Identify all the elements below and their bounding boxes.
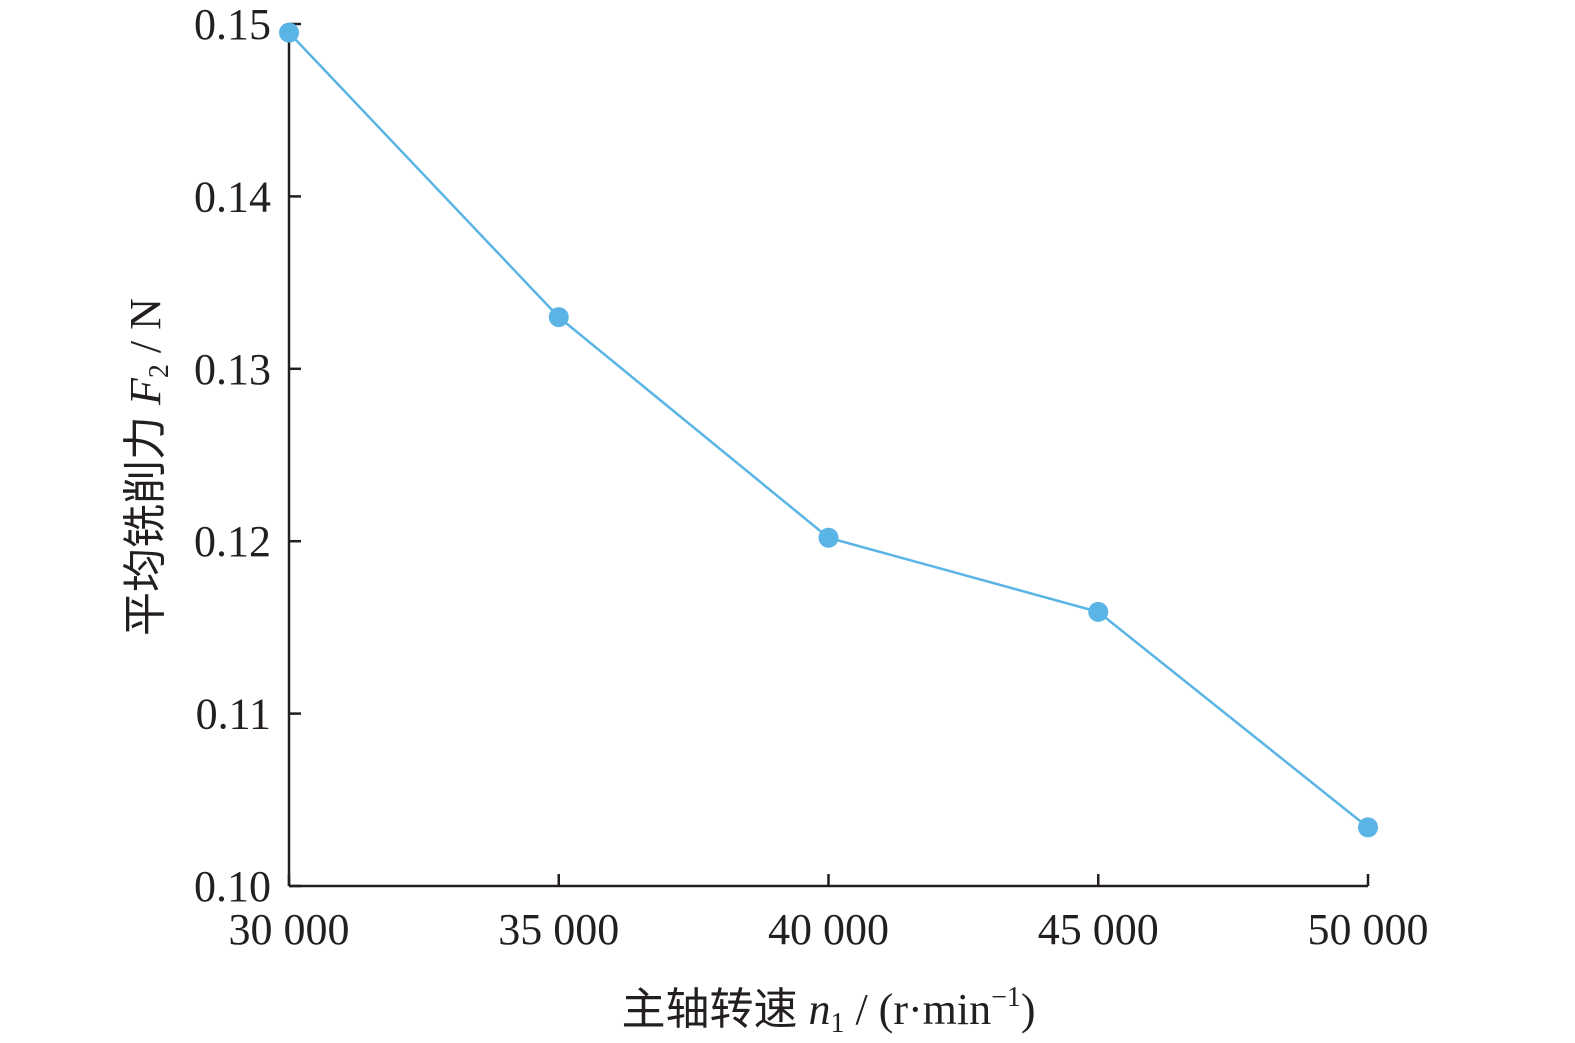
y-tick-label: 0.13 [194, 345, 271, 394]
x-tick-label: 35 000 [498, 905, 619, 954]
x-tick-label: 40 000 [768, 905, 889, 954]
x-axis-title-sub: 1 [830, 1008, 844, 1039]
x-axis-title-sup: −1 [991, 982, 1021, 1013]
x-tick-label: 45 000 [1038, 905, 1159, 954]
x-axis-title-close: ) [1021, 985, 1036, 1034]
x-ticks: 30 000 35 000 40 000 45 000 50 000 [229, 874, 1429, 954]
x-tick-label: 50 000 [1308, 905, 1429, 954]
y-tick-label: 0.10 [194, 862, 271, 911]
x-tick-label: 30 000 [229, 905, 350, 954]
series-line [288, 31, 1369, 829]
y-ticks: 0.10 0.11 0.12 0.13 0.14 0.15 [194, 0, 301, 911]
data-point [818, 527, 839, 548]
y-axis-title: 平均铣削力 F2 / N [121, 298, 175, 636]
x-axis-title: 主轴转速 n1 / (r·min−1) [621, 982, 1035, 1039]
x-axis-title-text: 主轴转速 [621, 985, 808, 1034]
y-axis-title-var: F [121, 377, 170, 406]
y-tick-label: 0.14 [194, 172, 271, 221]
x-axis-title-var: n [808, 985, 830, 1034]
y-axis-title-sub: 2 [144, 364, 175, 378]
data-point [279, 22, 299, 43]
data-point [548, 307, 569, 328]
data-point [1088, 601, 1109, 622]
data-point [1358, 817, 1378, 838]
x-axis-title-unit: / (r·min [844, 985, 991, 1034]
y-tick-label: 0.15 [194, 0, 271, 49]
plot-area: 30 000 35 000 40 000 45 000 50 000 0.100.110… [194, 0, 1429, 954]
y-tick-label: 0.12 [194, 517, 271, 566]
y-axis-title-text: 平均铣削力 [121, 405, 170, 636]
y-axis-title-unit: / N [121, 298, 170, 364]
series-group [279, 22, 1378, 838]
y-tick-label: 0.11 [196, 690, 271, 739]
